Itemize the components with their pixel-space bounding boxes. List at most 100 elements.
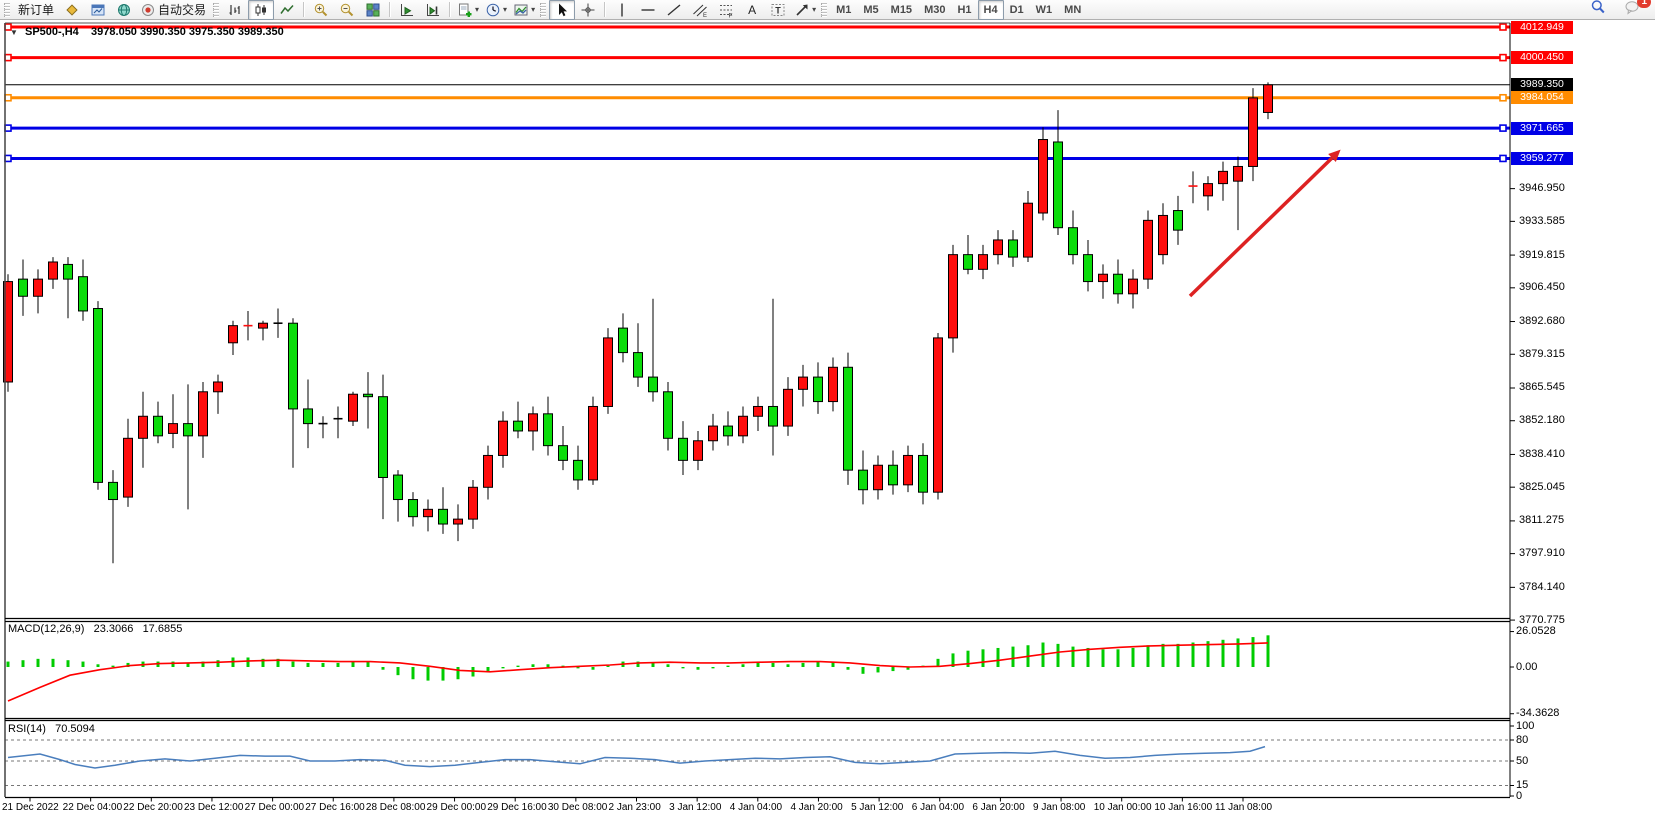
chart-symbol-timeframe: SP500-,H4: [24, 26, 79, 38]
support-line-2[interactable]: [4, 154, 1510, 163]
time-axis-label: 6 Jan 20:00: [972, 802, 1025, 813]
text-label-button[interactable]: T: [765, 0, 791, 20]
toolbar-group-3: [394, 0, 446, 20]
cursor-button[interactable]: [549, 0, 576, 20]
new-order-button[interactable]: 新订单: [18, 3, 55, 17]
candlestick-chart-button[interactable]: [248, 0, 275, 20]
rsi-name: RSI(14): [8, 723, 46, 735]
text-button[interactable]: A: [748, 2, 757, 17]
market-watch-icon[interactable]: [111, 0, 137, 20]
chart-dropdown-icon[interactable]: ▼: [10, 28, 18, 37]
search-icon: [1590, 0, 1606, 20]
bar-chart-button[interactable]: [222, 0, 248, 20]
arrows-button[interactable]: ▾: [791, 0, 819, 20]
time-axis-label: 9 Jan 08:00: [1033, 802, 1086, 813]
crosshair-button[interactable]: [575, 0, 601, 20]
bid-price-flag: 3989.350: [1511, 78, 1573, 92]
resistance-line-2[interactable]: [4, 53, 1510, 62]
chevron-down-icon[interactable]: ▾: [531, 5, 536, 14]
zoom-out-icon: [340, 3, 354, 16]
fibo-icon: F: [720, 4, 733, 18]
macd-signal-line: [7, 642, 1269, 702]
price-axis-label: 3838.410: [1519, 447, 1565, 460]
vertical-line-button[interactable]: [609, 0, 635, 20]
history-center-icon[interactable]: [59, 0, 85, 20]
rsi-line: [7, 745, 1266, 769]
rsi-axis-label: 100: [1516, 719, 1535, 732]
chevron-down-icon[interactable]: ▾: [812, 5, 817, 14]
candles-icon: [255, 3, 267, 16]
notifications-button[interactable]: 1: [1619, 0, 1651, 20]
price-axis-label: 3852.180: [1519, 414, 1565, 427]
time-axis-label: 27 Dec 00:00: [244, 802, 305, 813]
time-axis-label: 21 Dec 2022: [2, 802, 59, 813]
toolbar-group-1: [222, 0, 300, 20]
time-axis-label: 27 Dec 16:00: [305, 802, 365, 813]
price-axis-label: 3919.815: [1519, 248, 1565, 261]
timeframe-d1[interactable]: D1: [1009, 3, 1024, 16]
time-axis-label: 22 Dec 20:00: [123, 802, 183, 813]
macd-axis-label: 26.0528: [1516, 625, 1556, 638]
macd-signal-value: 17.6855: [142, 623, 183, 635]
timeframe-w1[interactable]: W1: [1035, 3, 1053, 16]
chart-shift-button[interactable]: [420, 0, 446, 20]
trendline-button[interactable]: [661, 0, 687, 20]
periods-button[interactable]: ▾: [482, 0, 510, 20]
templates-button[interactable]: ▾: [510, 0, 538, 20]
toolbar-grip[interactable]: [821, 2, 828, 17]
rsi-axis-label: 0: [1516, 789, 1523, 802]
line-handle[interactable]: [4, 53, 12, 62]
time-axis-label: 4 Jan 20:00: [790, 802, 843, 813]
zoom-out-button[interactable]: [334, 0, 360, 20]
rsi-axis-label: 80: [1516, 733, 1529, 746]
timeframe-mn[interactable]: MN: [1064, 3, 1082, 16]
auto-trading-button[interactable]: 自动交易: [137, 0, 211, 20]
time-axis-label: 30 Dec 08:00: [547, 802, 608, 813]
chart-ohlc-values: 3978.050 3990.350 3975.350 3989.350: [91, 26, 284, 38]
line-handle[interactable]: [1499, 93, 1507, 102]
hline-icon: [641, 8, 655, 11]
horizontal-line-button[interactable]: [635, 0, 661, 20]
indicators-button[interactable]: ▾: [454, 0, 482, 20]
fibonacci-button[interactable]: F: [713, 0, 739, 20]
timeframe-m1[interactable]: M1: [836, 3, 852, 16]
orange-level-line[interactable]: [4, 93, 1510, 102]
profile-icon[interactable]: [85, 0, 111, 20]
line-handle[interactable]: [4, 154, 12, 163]
timeframe-h1[interactable]: H1: [957, 3, 972, 16]
auto-scroll-button[interactable]: [394, 0, 420, 20]
equidistant-channel-button[interactable]: E: [687, 0, 713, 20]
tile-icon: [366, 3, 380, 16]
chevron-down-icon[interactable]: ▾: [503, 5, 508, 14]
line-handle[interactable]: [4, 93, 12, 102]
price-axis-label: 3825.045: [1519, 480, 1565, 493]
price-axis-label: 3811.275: [1519, 514, 1565, 527]
timeframe-m30[interactable]: M30: [924, 3, 946, 16]
line-chart-button[interactable]: [274, 0, 300, 20]
line-handle[interactable]: [1499, 154, 1507, 163]
toolbar-grip[interactable]: [213, 2, 220, 17]
search-button[interactable]: [1585, 0, 1611, 20]
svg-text:E: E: [703, 13, 707, 18]
toolbar-separator: [449, 2, 452, 17]
trend-arrow[interactable]: [1188, 156, 1334, 298]
support-line-1[interactable]: [4, 124, 1510, 132]
line-handle[interactable]: [4, 124, 12, 132]
toolbar-grip[interactable]: [540, 2, 547, 17]
toolbar-group-4: ▾ ▾ ▾: [454, 0, 538, 20]
timeframe-m15[interactable]: M15: [890, 3, 913, 16]
line-handle[interactable]: [1499, 23, 1507, 31]
chevron-down-icon[interactable]: ▾: [475, 5, 480, 14]
zoom-in-button[interactable]: [308, 0, 334, 20]
timeframe-h4[interactable]: H4: [977, 0, 1004, 20]
price-flag-3971.665: 3971.665: [1511, 121, 1573, 135]
chart-title: ▼ SP500-,H4 3978.050 3990.350 3975.350 3…: [10, 26, 284, 38]
line-handle[interactable]: [1499, 124, 1507, 132]
macd-axis-label: -34.3628: [1516, 707, 1560, 720]
toolbar-grip[interactable]: [4, 2, 10, 17]
tile-windows-button[interactable]: [360, 0, 386, 20]
line-handle[interactable]: [1499, 53, 1507, 62]
notification-badge: 1: [1637, 0, 1651, 8]
timeframe-m5[interactable]: M5: [863, 3, 879, 16]
